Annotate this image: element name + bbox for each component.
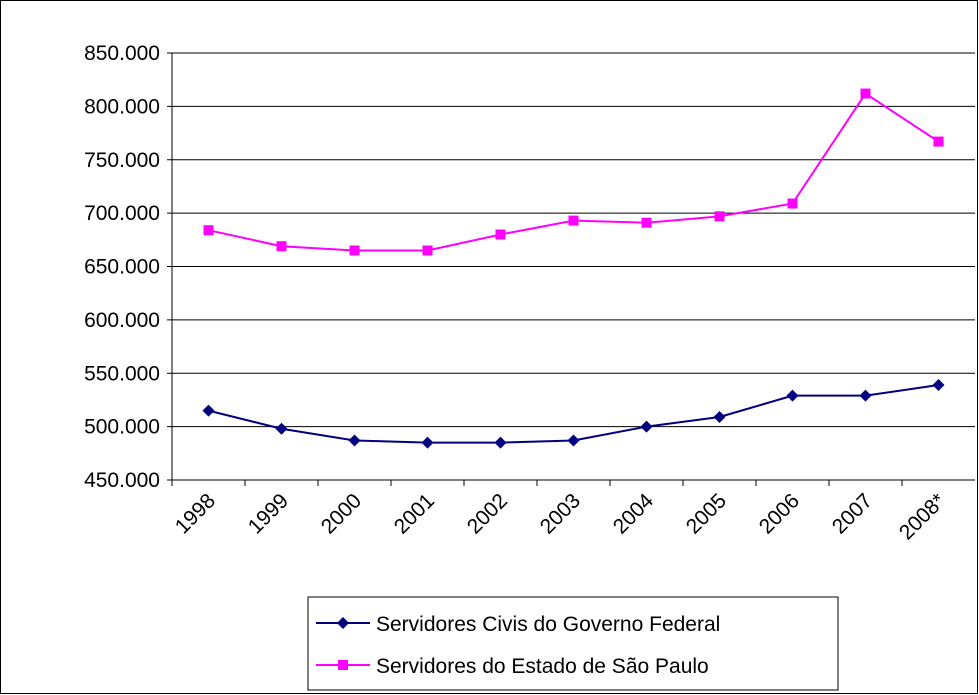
marker xyxy=(932,378,945,391)
legend-box xyxy=(307,596,839,691)
y-tick-label: 750.000 xyxy=(84,149,160,172)
y-tick-label: 700.000 xyxy=(84,202,160,225)
y-tick-label: 450.000 xyxy=(84,469,160,492)
marker xyxy=(275,422,288,435)
marker xyxy=(568,215,579,226)
y-tick-label: 600.000 xyxy=(84,309,160,332)
marker xyxy=(348,434,361,447)
marker xyxy=(933,136,944,147)
y-tick-label: 500.000 xyxy=(84,416,160,439)
marker xyxy=(714,211,725,222)
marker xyxy=(338,660,348,670)
marker xyxy=(495,229,506,240)
marker xyxy=(860,88,871,99)
y-tick-label: 550.000 xyxy=(84,362,160,385)
marker xyxy=(787,198,798,209)
legend-label: Servidores do Estado de São Paulo xyxy=(376,655,709,678)
marker xyxy=(202,404,215,417)
marker xyxy=(494,436,507,449)
marker xyxy=(337,617,349,629)
y-tick-label: 850.000 xyxy=(84,42,160,65)
marker xyxy=(349,245,360,256)
marker xyxy=(859,389,872,402)
marker xyxy=(203,225,214,236)
marker xyxy=(713,411,726,424)
marker xyxy=(640,420,653,433)
marker xyxy=(567,434,580,447)
marker xyxy=(786,389,799,402)
marker xyxy=(641,217,652,228)
legend-label: Servidores Civis do Governo Federal xyxy=(376,613,720,636)
marker xyxy=(421,436,434,449)
marker xyxy=(276,241,287,252)
marker xyxy=(422,245,433,256)
y-tick-label: 650.000 xyxy=(84,256,160,279)
y-tick-label: 800.000 xyxy=(84,95,160,118)
